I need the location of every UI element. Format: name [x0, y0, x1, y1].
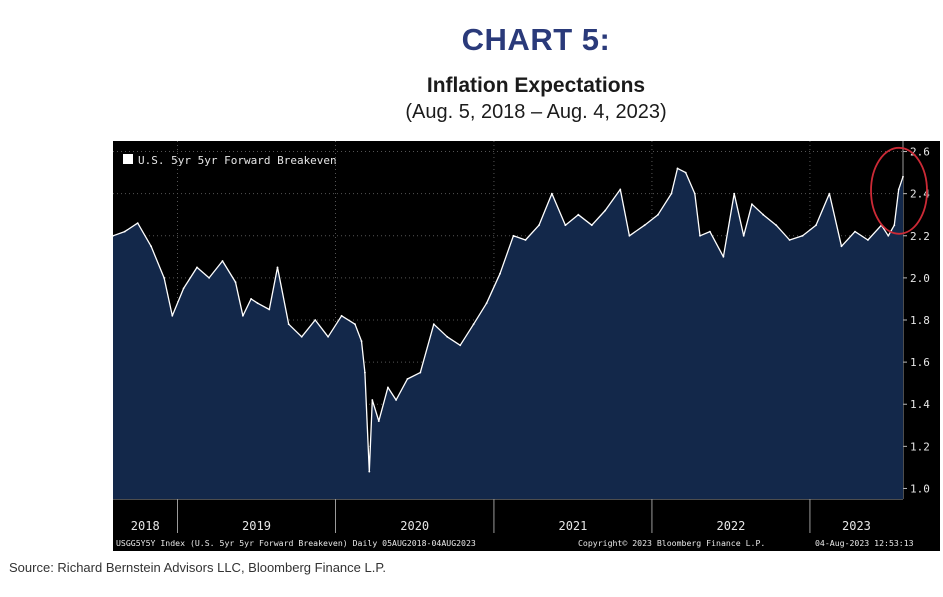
data-point: [751, 203, 753, 206]
footer-copyright: Copyright© 2023 Bloomberg Finance L.P.: [578, 538, 765, 548]
x-year-label: 2018: [131, 519, 160, 533]
data-point: [446, 335, 449, 338]
y-tick-label: 1.2: [910, 440, 930, 453]
data-point: [250, 298, 253, 300]
data-point: [387, 386, 389, 389]
data-point: [364, 371, 366, 374]
data-point: [684, 171, 687, 174]
data-point: [419, 371, 422, 374]
data-point: [432, 323, 435, 326]
x-year-label: 2022: [716, 519, 745, 533]
highlight-circle: [870, 146, 928, 235]
data-point: [512, 234, 515, 237]
footer-ticker: USGG5Y5Y Index (U.S. 5yr 5yr Forward Bre…: [116, 538, 476, 548]
x-year-label: 2021: [558, 519, 587, 533]
data-point: [590, 224, 593, 227]
data-point: [287, 323, 290, 326]
data-point: [902, 175, 904, 178]
data-point: [242, 314, 244, 317]
data-point: [551, 192, 553, 195]
data-point: [256, 302, 259, 305]
data-point: [485, 302, 488, 305]
data-point: [112, 234, 114, 237]
chart-subtitle: (Aug. 5, 2018 – Aug. 4, 2023): [405, 101, 667, 123]
data-point: [564, 224, 567, 227]
legend-label: U.S. 5yr 5yr Forward Breakeven: [138, 154, 337, 167]
data-point: [733, 192, 736, 195]
data-point: [887, 234, 890, 237]
series-area: [113, 168, 903, 499]
data-point: [406, 378, 409, 380]
data-point: [762, 213, 765, 216]
data-point: [893, 224, 896, 227]
data-point: [276, 266, 279, 269]
data-point: [499, 272, 501, 275]
data-point: [371, 399, 374, 401]
data-point: [709, 230, 711, 233]
data-point: [742, 234, 745, 237]
y-tick-label: 1.4: [910, 398, 930, 411]
x-year-label: 2020: [400, 519, 429, 533]
y-tick-label: 2.0: [910, 272, 930, 285]
chart-number-label: CHART 5:: [461, 22, 611, 57]
data-point: [840, 245, 843, 248]
data-point: [459, 344, 462, 347]
y-tick-label: 1.6: [910, 356, 930, 369]
y-tick-label: 1.8: [910, 314, 930, 327]
data-point: [268, 308, 271, 311]
data-point: [354, 323, 356, 326]
data-point: [136, 222, 139, 225]
data-point: [171, 314, 174, 317]
data-point: [670, 192, 673, 195]
y-tick-label: 2.4: [910, 188, 930, 201]
data-point: [867, 239, 869, 241]
data-point: [150, 245, 153, 248]
data-point: [538, 224, 540, 227]
data-point: [801, 234, 804, 237]
data-point: [208, 277, 211, 279]
chart-title: Inflation Expectations: [426, 74, 646, 97]
data-point: [897, 188, 900, 191]
footer-timestamp: 04-Aug-2023 12:53:13: [815, 538, 914, 548]
data-point: [395, 399, 397, 401]
data-point: [828, 192, 831, 195]
data-point: [643, 224, 646, 227]
source-note: Source: Richard Bernstein Advisors LLC, …: [9, 560, 386, 575]
data-point: [619, 188, 622, 191]
data-point: [182, 287, 185, 290]
data-point: [693, 192, 696, 195]
data-point: [123, 230, 126, 233]
data-point: [377, 420, 380, 422]
data-point: [327, 335, 329, 338]
data-point: [524, 239, 527, 241]
y-tick-label: 1.0: [910, 482, 930, 495]
x-year-label: 2023: [842, 519, 871, 533]
data-point: [788, 239, 791, 241]
data-point: [234, 281, 237, 283]
data-point: [577, 213, 580, 216]
data-point: [699, 234, 701, 237]
data-point: [472, 323, 475, 326]
data-point: [854, 230, 856, 233]
data-point: [300, 335, 303, 338]
data-point: [340, 314, 343, 317]
data-point: [196, 266, 198, 269]
data-point: [368, 470, 371, 473]
data-point: [722, 255, 725, 258]
data-point: [314, 319, 317, 321]
data-point: [360, 340, 363, 342]
data-point: [676, 167, 679, 170]
data-point: [628, 234, 631, 237]
data-point: [604, 209, 607, 212]
data-point: [163, 277, 166, 279]
y-tick-label: 2.6: [910, 146, 930, 159]
x-year-label: 2019: [242, 519, 271, 533]
y-tick-label: 2.2: [910, 230, 930, 243]
data-point: [657, 213, 659, 216]
data-point: [815, 224, 817, 227]
data-point: [775, 224, 778, 227]
data-point: [221, 260, 224, 262]
legend-swatch: [123, 154, 133, 164]
